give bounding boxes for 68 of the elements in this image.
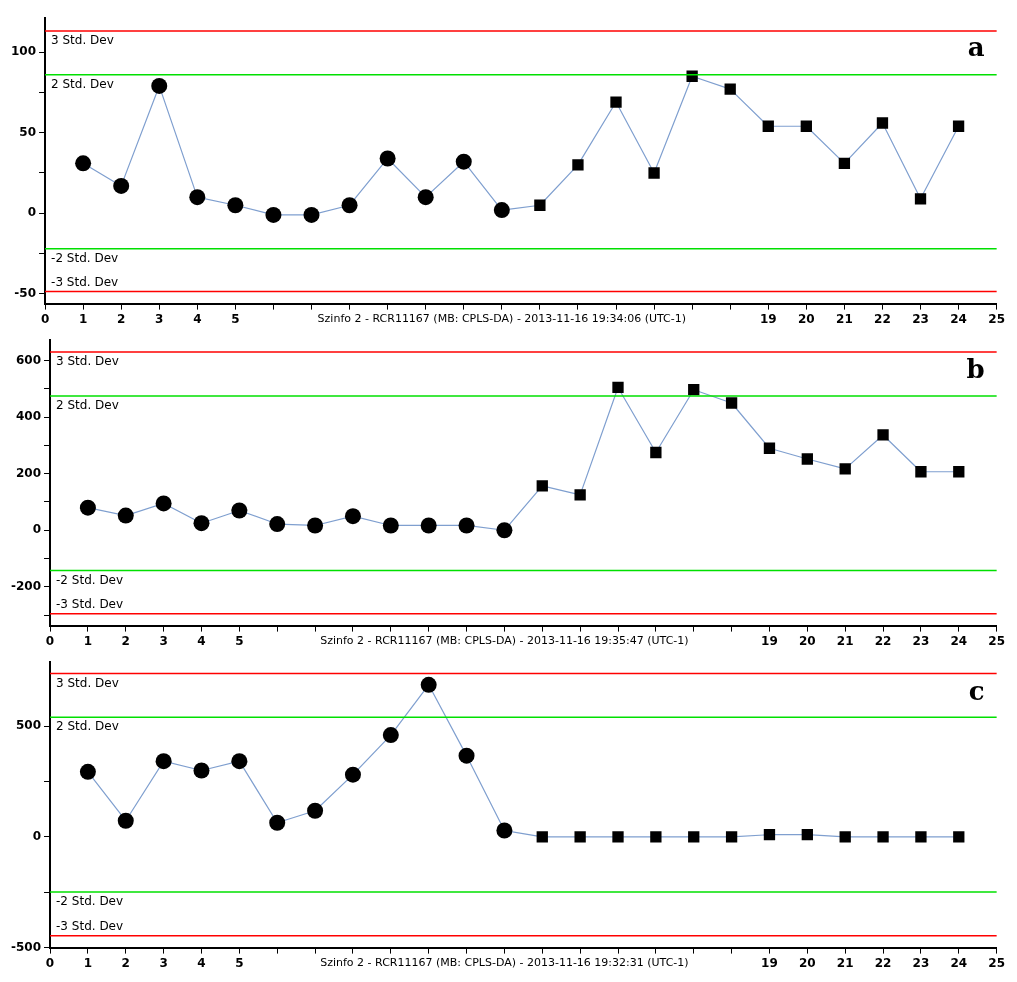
x-tick-label: 3 [159, 955, 168, 970]
y-tick-label: 400 [15, 409, 42, 424]
x-tick-label: 1 [78, 311, 88, 326]
x-tick-label: 19 [761, 633, 778, 648]
x-tick-label: 4 [197, 633, 206, 648]
x-tick-label: 5 [231, 311, 240, 326]
ref-line-label: 3 Std. Dev [56, 675, 119, 690]
x-tick-label: 21 [836, 955, 854, 970]
annotation: a [967, 32, 985, 63]
x-tick-label: 23 [912, 311, 929, 326]
y-tick-label: 0 [32, 522, 42, 537]
x-tick-label: 22 [874, 955, 892, 970]
annotation: b [966, 354, 985, 385]
ref-line-label: -3 Std. Dev [51, 274, 119, 289]
x-tick-label: 5 [235, 633, 244, 648]
ref-line-label: -2 Std. Dev [51, 250, 119, 265]
x-tick-label: 24 [950, 955, 968, 970]
x-tick-label: 1 [83, 955, 93, 970]
x-tick-label: 23 [912, 955, 930, 970]
y-tick-label: 0 [32, 829, 42, 844]
ref-line-label: 3 Std. Dev [56, 354, 119, 369]
x-tick-label: 2 [121, 633, 130, 648]
x-tick-label: 1 [83, 633, 93, 648]
y-tick-label: -50 [14, 286, 37, 301]
x-tick-label: 23 [912, 633, 930, 648]
x-tick-label: 25 [988, 633, 1005, 648]
x-tick-label: 20 [797, 311, 815, 326]
ref-line-label: 2 Std. Dev [56, 719, 119, 734]
x-tick-label: 3 [155, 311, 164, 326]
x-tick-label: 4 [197, 955, 206, 970]
x-tick-label: 0 [45, 633, 55, 648]
x-tick-label: 20 [798, 955, 816, 970]
x-tick-label: 5 [235, 955, 244, 970]
y-tick-label: 500 [15, 718, 42, 733]
x-tick-label: 21 [836, 633, 854, 648]
x-tick-label: 19 [759, 311, 777, 326]
x-tick-label: 4 [193, 311, 202, 326]
ref-line-label: -2 Std. Dev [56, 894, 124, 909]
y-tick-label: -500 [11, 939, 42, 954]
x-tick-label: 25 [988, 311, 1005, 326]
annotation: c [968, 676, 985, 707]
text: Szinfo 2 - RCR11167 (MB: CPLS-DA) - 2013-11-16 19:32:31 (UTC-1) [320, 955, 689, 969]
x-tick-label: 22 [874, 633, 892, 648]
text: Szinfo 2 - RCR11167 (MB: CPLS-DA) - 2013-11-16 19:34:06 (UTC-1) [317, 311, 687, 325]
ref-line-label: -3 Std. Dev [56, 918, 124, 933]
x-tick-label: 20 [798, 633, 816, 648]
y-tick-label: 50 [19, 124, 37, 139]
y-tick-label: 100 [10, 44, 37, 59]
y-tick-label: 0 [27, 205, 37, 220]
ref-line-label: -2 Std. Dev [56, 572, 124, 587]
ref-line-label: 2 Std. Dev [51, 76, 114, 91]
y-tick-label: 200 [15, 465, 42, 480]
ref-line-label: 3 Std. Dev [51, 33, 114, 48]
x-tick-label: 24 [950, 311, 967, 326]
x-tick-label: 0 [45, 955, 55, 970]
x-tick-label: 2 [121, 955, 130, 970]
text: Szinfo 2 - RCR11167 (MB: CPLS-DA) - 2013-11-16 19:35:47 (UTC-1) [320, 633, 689, 647]
x-tick-label: 3 [159, 633, 168, 648]
ref-line-label: -3 Std. Dev [56, 596, 124, 611]
x-tick-label: 22 [874, 311, 891, 326]
x-tick-label: 2 [117, 311, 126, 326]
x-tick-label: 25 [988, 955, 1005, 970]
y-tick-label: 600 [15, 352, 42, 367]
x-tick-label: 24 [950, 633, 968, 648]
x-tick-label: 21 [836, 311, 853, 326]
ref-line-label: 2 Std. Dev [56, 398, 119, 413]
x-tick-label: 19 [761, 955, 778, 970]
y-tick-label: -200 [11, 578, 42, 593]
